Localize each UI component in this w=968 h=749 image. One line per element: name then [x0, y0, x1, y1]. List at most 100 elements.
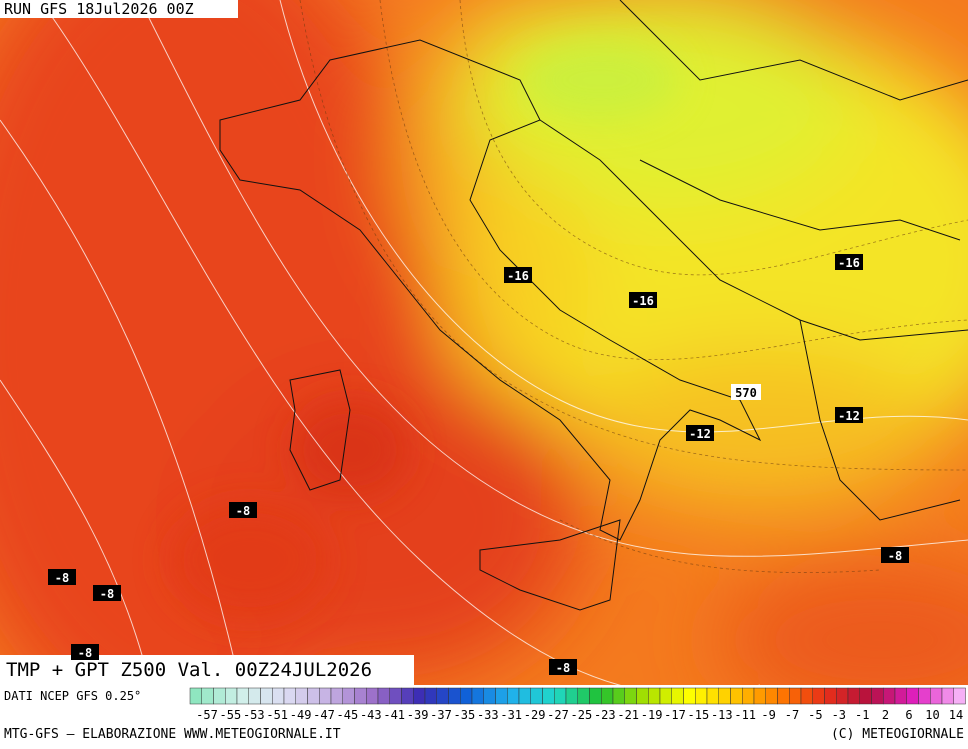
gpt-label-bg — [731, 384, 761, 400]
color-swatch — [777, 687, 790, 705]
color-swatch — [624, 687, 637, 705]
color-swatch — [871, 687, 884, 705]
color-swatch — [295, 687, 308, 705]
legend-label: -25 — [571, 708, 593, 722]
color-swatch — [319, 687, 332, 705]
color-swatch — [495, 687, 508, 705]
legend-label: -51 — [266, 708, 288, 722]
temp-label: -8 — [556, 661, 570, 675]
color-swatch — [906, 687, 919, 705]
color-swatch — [389, 687, 402, 705]
color-swatch — [565, 687, 578, 705]
color-swatch — [366, 687, 379, 705]
color-swatch — [753, 687, 766, 705]
run-box — [0, 0, 238, 18]
color-swatch — [601, 687, 614, 705]
legend-label: -57 — [196, 708, 218, 722]
color-swatch — [471, 687, 484, 705]
color-swatch — [436, 687, 449, 705]
run-label: RUN GFS 18Jul2026 00Z — [4, 0, 194, 18]
color-swatch — [577, 687, 590, 705]
legend-label: 2 — [882, 708, 889, 722]
temp-label-bg — [71, 644, 99, 660]
temp-label-bg — [48, 569, 76, 585]
temp-label-bg — [93, 585, 121, 601]
temp-label-bg — [629, 292, 657, 308]
temp-label: -16 — [507, 269, 529, 283]
color-swatch — [636, 687, 649, 705]
legend-label: -7 — [785, 708, 799, 722]
legend-label: -3 — [832, 708, 846, 722]
legend-label: -35 — [454, 708, 476, 722]
temp-label: -12 — [689, 427, 711, 441]
color-swatch — [460, 687, 473, 705]
legend-label: 10 — [925, 708, 939, 722]
temp-label: -8 — [78, 646, 92, 660]
legend-label: -15 — [688, 708, 710, 722]
color-swatch — [683, 687, 696, 705]
color-swatch — [342, 687, 355, 705]
legend-label: -39 — [407, 708, 429, 722]
color-swatch — [953, 687, 966, 705]
legend-label: -11 — [734, 708, 756, 722]
legend-label: -29 — [524, 708, 546, 722]
color-swatch — [272, 687, 285, 705]
color-swatch — [413, 687, 426, 705]
color-swatch — [530, 687, 543, 705]
gpt-label: 570 — [735, 386, 757, 400]
legend-label: -21 — [617, 708, 639, 722]
legend-label: -53 — [243, 708, 265, 722]
legend-label: -55 — [220, 708, 242, 722]
color-swatch — [918, 687, 931, 705]
color-swatch — [695, 687, 708, 705]
color-swatch — [706, 687, 719, 705]
color-swatch — [765, 687, 778, 705]
color-swatch — [824, 687, 837, 705]
color-swatch — [424, 687, 437, 705]
color-swatch — [283, 687, 296, 705]
color-swatch — [730, 687, 743, 705]
legend-label: -1 — [855, 708, 869, 722]
color-swatch — [213, 687, 226, 705]
color-swatch — [483, 687, 496, 705]
color-swatch — [648, 687, 661, 705]
legend-label: 6 — [905, 708, 912, 722]
temp-label: -16 — [632, 294, 654, 308]
color-swatch — [330, 687, 343, 705]
color-swatch — [930, 687, 943, 705]
color-swatch — [671, 687, 684, 705]
legend-label: -17 — [664, 708, 686, 722]
color-swatch — [941, 687, 954, 705]
color-swatch — [894, 687, 907, 705]
legend-label: -19 — [641, 708, 663, 722]
temp-label: -8 — [55, 571, 69, 585]
color-swatch — [812, 687, 825, 705]
title-box — [0, 655, 414, 685]
legend-label: -45 — [337, 708, 359, 722]
color-swatch — [377, 687, 390, 705]
color-swatch — [836, 687, 849, 705]
color-swatch — [507, 687, 520, 705]
color-swatch — [718, 687, 731, 705]
color-swatch — [612, 687, 625, 705]
temp-label-bg — [835, 407, 863, 423]
color-swatch — [659, 687, 672, 705]
coastlines — [219, 0, 968, 611]
footer-left: MTG-GFS — ELABORAZIONE WWW.METEOGIORNALE… — [4, 727, 341, 742]
color-swatch — [401, 687, 414, 705]
legend-label: -33 — [477, 708, 499, 722]
color-swatch — [189, 687, 202, 705]
color-swatch — [201, 687, 214, 705]
color-swatch — [789, 687, 802, 705]
color-swatch — [554, 687, 567, 705]
color-swatch — [260, 687, 273, 705]
color-swatch — [742, 687, 755, 705]
map-title: TMP + GPT Z500 Val. 00Z24JUL2026 — [6, 659, 372, 681]
color-swatch — [800, 687, 813, 705]
legend-label: -37 — [430, 708, 452, 722]
color-swatch — [883, 687, 896, 705]
color-swatch — [448, 687, 461, 705]
temp-label-bg — [229, 502, 257, 518]
temp-label-bg — [835, 254, 863, 270]
